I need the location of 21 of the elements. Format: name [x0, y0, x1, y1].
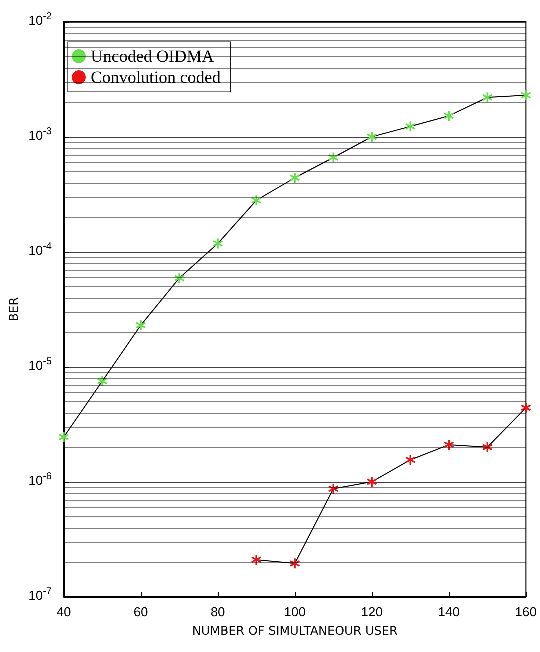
legend-label: Uncoded OIDMA: [91, 47, 215, 66]
y-tick-label: 10$^{-4}$: [28, 242, 52, 260]
x-tick-label: 160: [515, 604, 538, 620]
y-tick-label: 10$^{-2}$: [28, 12, 52, 30]
x-tick-label: 140: [438, 604, 460, 620]
y-tick-label: 10$^{-3}$: [28, 126, 52, 145]
y-tick-label: 10$^{-7}$: [28, 586, 52, 605]
y-tick-label: 10$^{-6}$: [28, 472, 52, 490]
point: [136, 320, 146, 330]
x-tick-label: 120: [361, 604, 383, 620]
point: [213, 238, 224, 249]
x-axis-title: NUMBER OF SIMULTANEOUR USER: [192, 624, 398, 638]
point: [59, 432, 69, 442]
x-tick-label: 60: [134, 604, 148, 620]
x-tick-label: 100: [284, 604, 306, 620]
point: [290, 173, 300, 184]
x-tick-label: 40: [56, 604, 72, 620]
legend-label: Convolution coded: [91, 68, 222, 87]
y-tick-label: 10$^{-5}$: [28, 356, 52, 375]
y-axis-title: BER: [7, 297, 21, 322]
x-tick-label: 80: [210, 604, 226, 620]
